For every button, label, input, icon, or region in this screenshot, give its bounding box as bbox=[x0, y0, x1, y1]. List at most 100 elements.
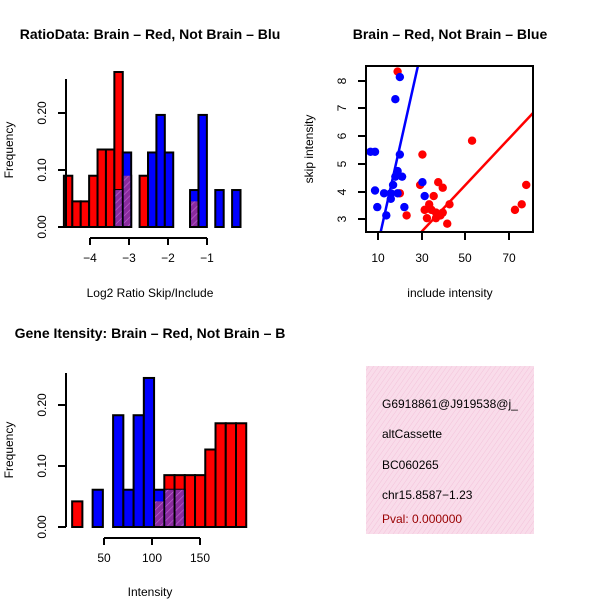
scatter-not-brain-point bbox=[418, 178, 427, 187]
ratio-ylabel: Frequency bbox=[2, 122, 16, 179]
scatter-brain-point bbox=[445, 200, 454, 209]
intensity-overlap-bar bbox=[155, 501, 164, 526]
ratio-brain-bar bbox=[71, 200, 82, 229]
ratio-not-brain-bar bbox=[163, 151, 175, 229]
ratio-not-brain-bar bbox=[155, 113, 166, 228]
scatter-ytick-label: 6 bbox=[335, 132, 349, 139]
intensity-ylabel: Frequency bbox=[2, 422, 16, 479]
scatter-brain-point bbox=[467, 136, 477, 145]
intensity-xlabel: Intensity bbox=[128, 585, 173, 599]
scatter-not-brain-point bbox=[420, 191, 429, 201]
scatter-points bbox=[366, 67, 531, 228]
scatter-xtick-label: 50 bbox=[458, 251, 472, 265]
scatter-not-brain-point bbox=[395, 72, 405, 82]
scatter-plot-frame bbox=[365, 65, 534, 233]
intensity-ytick-label: 0.10 bbox=[35, 454, 49, 478]
info-panel-background bbox=[366, 366, 534, 534]
scatter-ytick-label: 5 bbox=[335, 160, 349, 167]
scatter-not-brain-point bbox=[382, 211, 391, 220]
ratio-brain-bar bbox=[88, 174, 99, 229]
scatter-not-brain-point bbox=[388, 180, 398, 190]
scatter-ytick-label: 7 bbox=[335, 104, 349, 111]
scatter-y-axis: 3 4 5 6 7 8 skip intensity bbox=[302, 77, 366, 222]
intensity-overlap-bar bbox=[165, 489, 174, 526]
scatter-xtick-label: 30 bbox=[415, 251, 429, 265]
scatter-brain-point bbox=[522, 180, 531, 190]
scatter-not-brain-point bbox=[391, 95, 400, 104]
scatter-brain-point bbox=[510, 205, 520, 215]
intensity-xtick-label: 150 bbox=[190, 551, 210, 565]
scatter-brain-point bbox=[438, 183, 447, 192]
scatter-brain-point bbox=[443, 219, 452, 228]
ratio-not-brain-bar bbox=[197, 113, 208, 228]
ratio-not-brain-bar bbox=[147, 151, 158, 229]
chromosome-location: chr15.8587−1.23 bbox=[382, 488, 473, 502]
ratio-ytick-label: 0.00 bbox=[35, 215, 49, 239]
intensity-histogram-title: Gene Itensity: Brain – Red, Not Brain – … bbox=[15, 325, 286, 341]
scatter-not-brain-point bbox=[379, 189, 389, 198]
scatter-not-brain-point bbox=[393, 189, 402, 198]
ratio-histogram-title: RatioData: Brain – Red, Not Brain – Blu bbox=[20, 26, 281, 42]
intensity-scatter: Brain – Red, Not Brain – Blue 3 4 5 6 7 … bbox=[302, 26, 547, 300]
pval: Pval: 0.000000 bbox=[382, 512, 462, 526]
scatter-ytick-label: 8 bbox=[335, 77, 349, 84]
scatter-not-brain-point bbox=[386, 189, 396, 198]
scatter-ytick-label: 4 bbox=[335, 188, 349, 195]
ratio-brain-bar bbox=[79, 200, 91, 229]
intensity-brain-bar bbox=[71, 500, 84, 529]
ratio-x-axis: −4 −3 −2 −1 Log2 Ratio Skip/Include bbox=[83, 237, 214, 300]
intensity-y-axis: 0.00 0.10 0.20 Frequency bbox=[2, 373, 67, 539]
ratio-xlabel: Log2 Ratio Skip/Include bbox=[87, 286, 214, 300]
scatter-ytick-label: 3 bbox=[335, 215, 349, 222]
ratio-brain-bar bbox=[96, 148, 107, 228]
ratio-xtick-label: −4 bbox=[83, 251, 97, 265]
scatter-xtick-label: 10 bbox=[371, 251, 385, 265]
intensity-not-brain-bar bbox=[132, 414, 145, 529]
intensity-ytick-label: 0.00 bbox=[35, 515, 49, 539]
ratio-histogram-bars bbox=[62, 71, 242, 229]
info-panel: G6918861@J919538@j_ altCassette BC060265… bbox=[366, 366, 534, 534]
intensity-not-brain-bar bbox=[122, 488, 135, 529]
scatter-brain-point bbox=[402, 211, 411, 220]
intensity-not-brain-bar bbox=[112, 414, 125, 529]
ratio-ytick-label: 0.20 bbox=[35, 101, 49, 125]
intensity-brain-bar bbox=[214, 422, 227, 528]
intensity-brain-bar bbox=[194, 474, 207, 528]
intensity-histogram: Gene Itensity: Brain – Red, Not Brain – … bbox=[2, 325, 285, 599]
ratio-xtick-label: −3 bbox=[122, 251, 136, 265]
scatter-brain-point bbox=[429, 191, 438, 201]
ratio-ytick-label: 0.10 bbox=[35, 158, 49, 182]
gene-id: G6918861@J919538@j_ bbox=[382, 397, 518, 411]
ratio-not-brain-bar bbox=[231, 189, 242, 229]
intensity-brain-bar bbox=[183, 474, 197, 528]
scatter-not-brain-point bbox=[400, 202, 409, 212]
ratio-xtick-label: −2 bbox=[161, 251, 175, 265]
scatter-not-brain-point bbox=[397, 172, 407, 181]
scatter-not-brain-point bbox=[395, 150, 405, 159]
intensity-x-axis: 50 100 150 Intensity bbox=[97, 537, 210, 599]
scatter-xtick-label: 70 bbox=[502, 251, 516, 265]
intensity-xtick-label: 100 bbox=[142, 551, 162, 565]
ratio-xtick-label: −1 bbox=[200, 251, 214, 265]
scatter-ylabel: skip intensity bbox=[302, 115, 316, 184]
ratio-overlap-bar bbox=[115, 190, 122, 226]
scatter-brain-point bbox=[438, 208, 447, 217]
event-type: altCassette bbox=[382, 427, 442, 441]
ratio-y-axis: 0.00 0.10 0.20 Frequency bbox=[2, 79, 67, 239]
scatter-title: Brain – Red, Not Brain – Blue bbox=[353, 26, 548, 42]
accession: BC060265 bbox=[382, 458, 439, 472]
scatter-not-brain-point bbox=[370, 147, 380, 156]
intensity-not-brain-bar bbox=[91, 488, 104, 529]
ratio-overlap-bar bbox=[123, 175, 131, 226]
intensity-brain-bar bbox=[235, 422, 248, 528]
intensity-not-brain-bar bbox=[142, 376, 156, 529]
intensity-histogram-bars bbox=[71, 376, 248, 529]
ratio-not-brain-bar bbox=[214, 189, 225, 229]
scatter-xlabel: include intensity bbox=[407, 286, 492, 300]
scatter-brain-point bbox=[418, 150, 427, 159]
scatter-not-brain-point bbox=[373, 202, 382, 212]
intensity-brain-bar bbox=[224, 422, 237, 528]
scatter-x-axis: 10 30 50 70 include intensity bbox=[371, 232, 516, 300]
intensity-ytick-label: 0.20 bbox=[35, 393, 49, 417]
